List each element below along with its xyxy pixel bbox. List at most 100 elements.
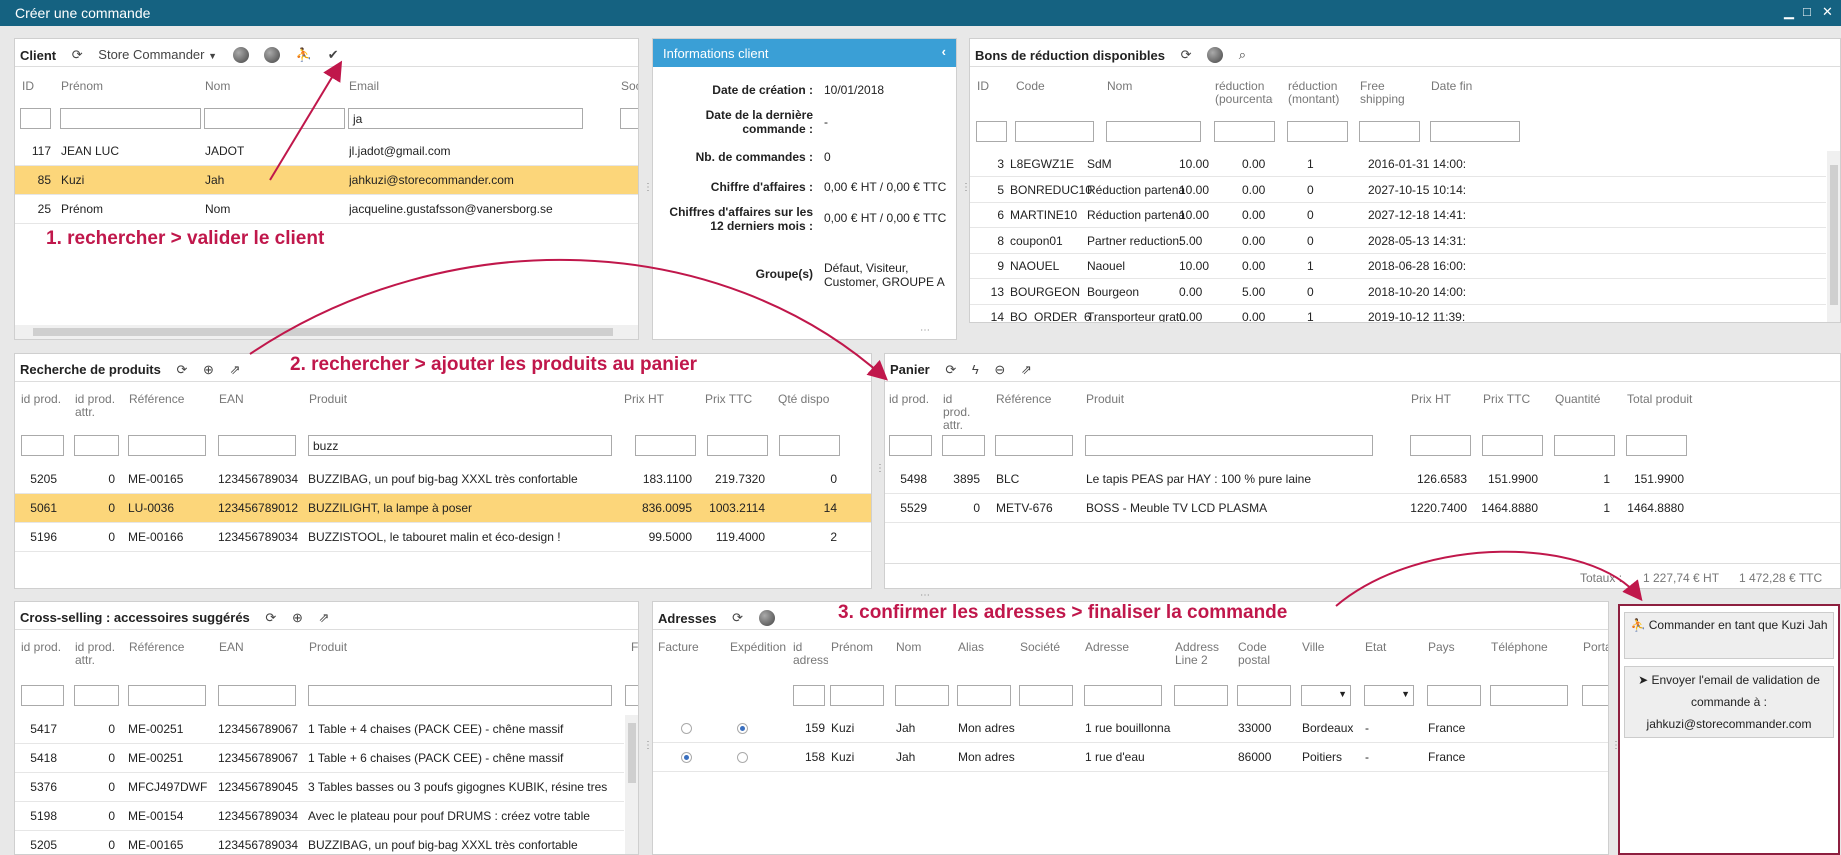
col-product[interactable]: Produit <box>1086 392 1125 406</box>
validate-check-icon[interactable]: ✔ <box>327 47 339 62</box>
col-product[interactable]: Produit <box>309 392 348 406</box>
table-row[interactable]: 3 L8EGWZ1E SdM 10.00 0.00 1 2016-01-31 14:00: <box>970 151 1826 177</box>
table-row[interactable]: 14 BO_ORDER_6 Transporteur gratu 0.00 0.00 1 2… <box>970 304 1826 322</box>
col-lastname[interactable]: Nom <box>205 79 231 93</box>
scroll-thumb[interactable] <box>628 723 636 783</box>
vertical-scrollbar[interactable] <box>625 715 638 854</box>
col-id[interactable]: ID <box>22 79 34 93</box>
shipping-radio[interactable] <box>737 723 748 734</box>
filter-id-prod[interactable] <box>889 435 932 456</box>
col-ref[interactable]: Référence <box>129 392 185 406</box>
refresh-icon[interactable]: ⟳ <box>265 610 277 625</box>
filter-id-attr[interactable] <box>74 435 119 456</box>
lightning-icon[interactable]: ϟ <box>971 362 979 377</box>
shop-select[interactable]: Store Commander ▼ <box>98 47 217 62</box>
refresh-icon[interactable]: ⟳ <box>176 362 188 377</box>
filter-pct[interactable] <box>1214 121 1275 142</box>
filter-name[interactable] <box>1106 121 1201 142</box>
splitter-handle[interactable]: ⋮ <box>961 182 971 193</box>
table-row[interactable]: 5376 0 MFCJ497DWF 123456789045 3 Tables bass… <box>15 773 624 802</box>
col-qty[interactable]: Qté dispo <box>778 392 830 406</box>
col-zip[interactable]: Code postal <box>1238 640 1271 667</box>
close-icon[interactable]: ✕ <box>1822 4 1833 19</box>
col-portable[interactable]: Porta <box>1583 640 1609 654</box>
col-firstname[interactable]: Prénom <box>61 79 104 93</box>
filter-qty[interactable] <box>779 435 840 456</box>
filter-firstname[interactable] <box>830 685 884 706</box>
filter-price-ht[interactable] <box>635 435 696 456</box>
filter-id[interactable] <box>20 108 51 129</box>
col-ref[interactable]: Référence <box>129 640 185 654</box>
table-row-selected[interactable]: 5061 0 LU-0036 123456789012 BUZZILIGHT, la l… <box>15 494 871 523</box>
filter-id-prod[interactable] <box>21 435 64 456</box>
add-icon[interactable]: ⊕ <box>291 610 303 625</box>
filter-quantity[interactable] <box>1554 435 1615 456</box>
filter-phone[interactable] <box>1490 685 1568 706</box>
add-icon[interactable]: ⊕ <box>203 362 214 377</box>
col-price-ttc[interactable]: Prix TTC <box>705 392 753 406</box>
scroll-thumb[interactable] <box>1830 165 1838 305</box>
filter-lastname[interactable] <box>895 685 949 706</box>
filter-code[interactable] <box>1015 121 1094 142</box>
external-link-icon[interactable]: ⇗ <box>318 610 330 625</box>
table-row[interactable]: 159 Kuzi Jah Mon adres 1 rue bouillonna 33000… <box>653 714 1608 743</box>
filter-ean[interactable] <box>218 435 296 456</box>
person-icon[interactable]: ⛹ <box>295 47 313 62</box>
col-email[interactable]: Email <box>349 79 380 93</box>
filter-id-attr[interactable] <box>942 435 985 456</box>
filter-id[interactable] <box>976 121 1007 142</box>
external-link-icon[interactable]: ⇗ <box>229 362 241 377</box>
maximize-icon[interactable]: □ <box>1803 4 1811 19</box>
collapse-icon[interactable]: ‹ <box>941 44 946 59</box>
external-link-icon[interactable]: ⇗ <box>1020 362 1032 377</box>
table-row[interactable]: 5417 0 ME-00251 123456789067 1 Table + 4 cha… <box>15 715 624 744</box>
globe-icon[interactable] <box>758 610 775 626</box>
table-row[interactable]: 5196 0 ME-00166 123456789034 BUZZISTOOL, le … <box>15 523 871 552</box>
col-f[interactable]: F <box>631 640 639 654</box>
col-phone[interactable]: Téléphone <box>1491 640 1548 654</box>
refresh-icon[interactable]: ⟳ <box>732 610 744 625</box>
filter-ref[interactable] <box>128 435 206 456</box>
col-state[interactable]: Etat <box>1365 640 1387 654</box>
filter-f[interactable] <box>625 685 638 706</box>
filter-ean[interactable] <box>218 685 296 706</box>
splitter-handle[interactable]: ⋯ <box>920 590 930 601</box>
filter-price-ttc[interactable] <box>707 435 768 456</box>
filter-country[interactable] <box>1427 685 1481 706</box>
filter-ref[interactable] <box>995 435 1073 456</box>
search-icon[interactable]: ⌕ <box>1238 47 1247 62</box>
splitter-handle[interactable]: ⋮ <box>1611 740 1621 751</box>
invoice-radio[interactable] <box>681 752 692 763</box>
table-row[interactable]: 5205 0 ME-00165 123456789034 BUZZIBAG, un po… <box>15 465 871 494</box>
col-id-prod[interactable]: id prod. <box>21 392 62 406</box>
filter-product[interactable]: buzz <box>308 435 612 456</box>
col-id-prod[interactable]: id prod. <box>21 640 62 654</box>
col-id-prod[interactable]: id prod. <box>889 392 930 406</box>
table-row-selected[interactable]: 85 Kuzi Jah jahkuzi@storecommander.com <box>15 166 638 195</box>
globe-icon[interactable] <box>1207 47 1224 63</box>
invoice-radio[interactable] <box>681 723 692 734</box>
col-lastname[interactable]: Nom <box>896 640 922 654</box>
splitter-handle[interactable]: ⋮ <box>643 740 653 751</box>
horizontal-scrollbar[interactable] <box>15 325 638 339</box>
scroll-thumb[interactable] <box>33 328 613 336</box>
order-as-customer-button[interactable]: ⛹ Commander en tant que Kuzi Jah <box>1624 612 1834 659</box>
remove-icon[interactable]: ⊖ <box>994 362 1006 377</box>
col-id-address[interactable]: id adresse <box>793 641 828 667</box>
filter-address[interactable] <box>1084 685 1162 706</box>
filter-end[interactable] <box>1430 121 1520 142</box>
filter-alias[interactable] <box>957 685 1011 706</box>
filter-id-address[interactable] <box>793 685 825 706</box>
col-company[interactable]: Soc <box>621 79 638 93</box>
col-price-ttc[interactable]: Prix TTC <box>1483 392 1531 406</box>
splitter-handle[interactable]: ⋮ <box>875 463 885 474</box>
refresh-icon[interactable]: ⟳ <box>1180 47 1192 62</box>
filter-email[interactable]: ja <box>348 108 583 129</box>
filter-portable[interactable] <box>1582 685 1608 706</box>
col-company[interactable]: Société <box>1020 640 1061 654</box>
col-city[interactable]: Ville <box>1302 640 1325 654</box>
table-row[interactable]: 5198 0 ME-00154 123456789034 Avec le plateau… <box>15 802 624 831</box>
filter-city-select[interactable]: ▼ <box>1301 685 1351 706</box>
filter-state-select[interactable]: ▼ <box>1364 685 1414 706</box>
filter-lastname[interactable] <box>204 108 345 129</box>
